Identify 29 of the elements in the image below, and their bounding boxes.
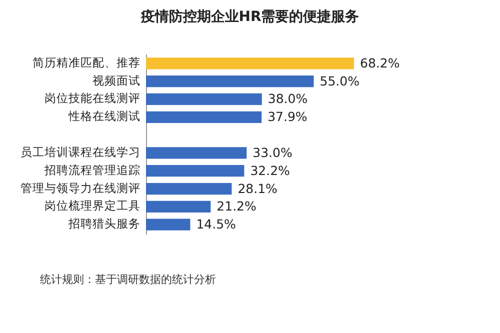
bar	[146, 75, 314, 88]
y-tick-label: 性格在线测试	[68, 109, 140, 124]
y-tick-label: 员工培训课程在线学习	[20, 144, 140, 159]
bar	[146, 147, 247, 159]
data-label: 55.0%	[320, 73, 360, 88]
y-tick-label: 岗位技能在线测评	[44, 91, 140, 106]
y-tick-label: 管理与领导力在线测评	[20, 180, 140, 195]
data-label: 68.2%	[360, 55, 400, 70]
data-label: 38.0%	[268, 91, 308, 106]
y-tick-label: 招聘猎头服务	[68, 216, 140, 231]
y-tick-label: 岗位梳理界定工具	[44, 198, 140, 213]
bar	[146, 218, 190, 230]
data-label: 37.9%	[268, 109, 308, 124]
bar	[146, 182, 232, 195]
chart-title: 疫情防控期企业HR需要的便捷服务	[140, 8, 360, 25]
y-tick-label: 视频面试	[92, 73, 140, 88]
bar	[146, 93, 262, 106]
text: 统计规则：基于调研数据的统计分析	[40, 272, 216, 287]
data-label: 28.1%	[238, 180, 278, 196]
bar	[146, 58, 354, 70]
bar	[146, 111, 262, 123]
data-label: 32.2%	[250, 162, 290, 178]
bar	[146, 200, 211, 213]
data-label: 33.0%	[252, 144, 292, 160]
bar	[146, 165, 244, 177]
y-tick-label: 招聘流程管理追踪	[44, 162, 140, 177]
data-label: 14.5%	[196, 216, 236, 232]
y-tick-label: 简历精准匹配、推荐	[32, 55, 140, 70]
data-label: 21.2%	[216, 198, 256, 214]
